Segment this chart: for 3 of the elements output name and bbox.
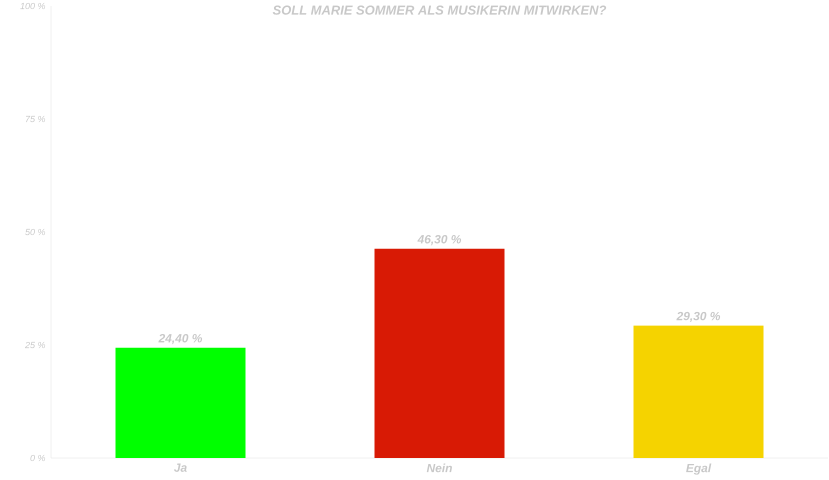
bar xyxy=(634,326,764,458)
bar xyxy=(374,248,505,458)
bar xyxy=(116,348,246,458)
